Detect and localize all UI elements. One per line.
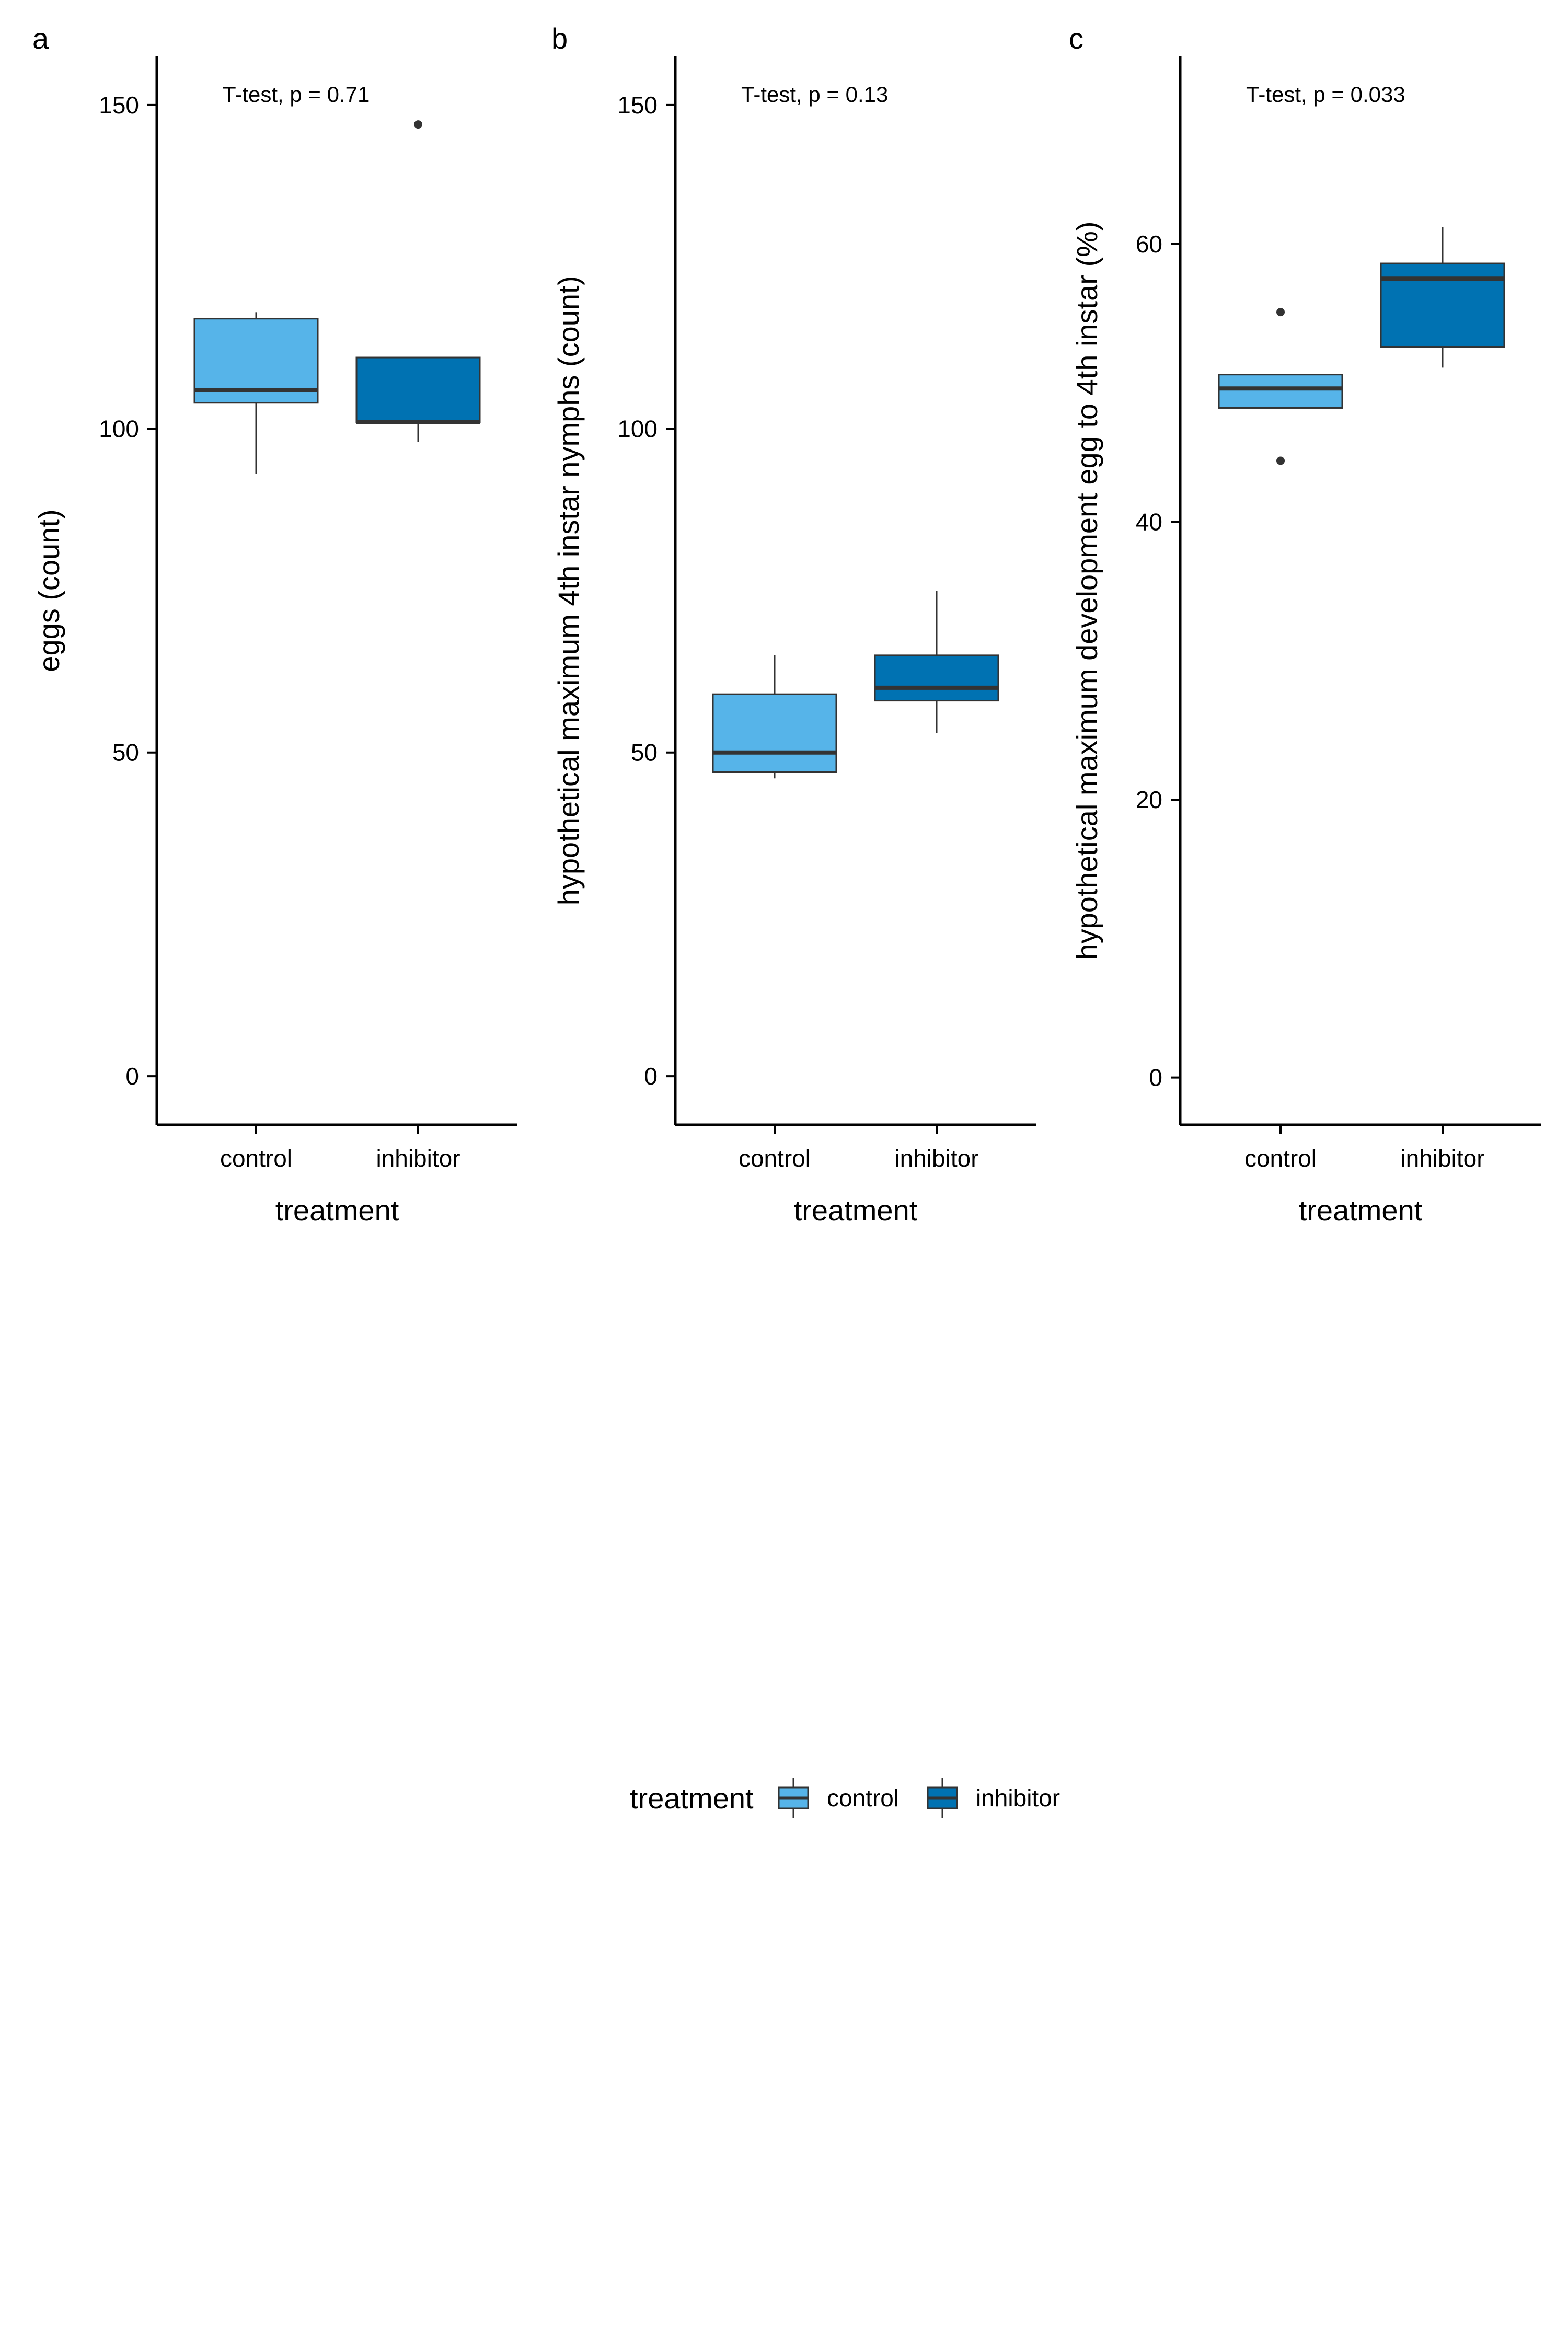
panel-label: c bbox=[1069, 22, 1083, 55]
outlier-point bbox=[414, 120, 422, 129]
x-tick-label: control bbox=[220, 1145, 292, 1172]
test-annotation: T-test, p = 0.033 bbox=[1246, 82, 1405, 107]
x-tick-label: control bbox=[739, 1145, 811, 1172]
panel-c: c 0 20 40 60 control inhibitor T-test, p = 0.03… bbox=[1069, 22, 1541, 1227]
y-tick-label: 150 bbox=[99, 91, 139, 119]
box-iqr bbox=[355, 356, 481, 423]
x-tick-label: inhibitor bbox=[894, 1145, 978, 1172]
y-tick-label: 40 bbox=[1136, 508, 1162, 535]
x-tick-label: inhibitor bbox=[1400, 1145, 1484, 1172]
box-inhibitor bbox=[1380, 227, 1505, 368]
y-axis-title: hypothetical maximum 4th instar nymphs (… bbox=[552, 276, 585, 906]
legend: treatment control inhibitor bbox=[630, 1778, 1060, 1818]
y-tick-label: 100 bbox=[617, 415, 658, 442]
box-iqr bbox=[1380, 262, 1505, 348]
outlier-point bbox=[1276, 308, 1285, 317]
legend-label: inhibitor bbox=[976, 1784, 1060, 1812]
x-tick-label: control bbox=[1244, 1145, 1317, 1172]
y-tick-label: 150 bbox=[617, 91, 658, 119]
panel-label: a bbox=[32, 22, 49, 55]
box-iqr bbox=[874, 654, 999, 702]
box-inhibitor bbox=[874, 591, 999, 733]
test-annotation: T-test, p = 0.71 bbox=[223, 82, 370, 107]
y-tick-label: 20 bbox=[1136, 786, 1162, 813]
test-annotation: T-test, p = 0.13 bbox=[741, 82, 888, 107]
y-tick-label: 0 bbox=[644, 1063, 658, 1090]
y-axis-title: eggs (count) bbox=[32, 509, 65, 672]
x-axis-title: treatment bbox=[275, 1194, 399, 1227]
outlier-point bbox=[1276, 456, 1285, 465]
y-tick-label: 0 bbox=[125, 1063, 139, 1090]
panel-label: b bbox=[551, 22, 568, 55]
legend-item-inhibitor: inhibitor bbox=[927, 1778, 1060, 1818]
box-control bbox=[712, 655, 837, 779]
y-tick-label: 0 bbox=[1149, 1064, 1162, 1091]
y-axis-title: hypothetical maximum development egg to … bbox=[1070, 221, 1103, 960]
legend-item-control: control bbox=[778, 1778, 899, 1818]
box-control bbox=[193, 312, 319, 475]
y-tick-label: 50 bbox=[112, 739, 139, 766]
panels: a 0 50 100 150 control inhibitor T-test, p = 0.… bbox=[32, 22, 1541, 1227]
y-tick-label: 100 bbox=[99, 415, 139, 442]
panel-a: a 0 50 100 150 control inhibitor T-test, p = 0.… bbox=[32, 22, 517, 1227]
y-tick-label: 60 bbox=[1136, 230, 1162, 258]
legend-label: control bbox=[827, 1784, 899, 1812]
panel-b: b 0 50 100 150 control inhibitor T-test, p = 0.… bbox=[551, 22, 1036, 1227]
y-tick-label: 50 bbox=[631, 739, 658, 766]
box-iqr bbox=[1218, 374, 1343, 409]
legend-title: treatment bbox=[630, 1782, 754, 1815]
box-inhibitor bbox=[355, 120, 481, 442]
box-iqr bbox=[712, 693, 837, 773]
box-control bbox=[1218, 308, 1343, 465]
x-axis-title: treatment bbox=[1299, 1194, 1423, 1227]
x-axis-title: treatment bbox=[794, 1194, 918, 1227]
x-tick-label: inhibitor bbox=[376, 1145, 460, 1172]
